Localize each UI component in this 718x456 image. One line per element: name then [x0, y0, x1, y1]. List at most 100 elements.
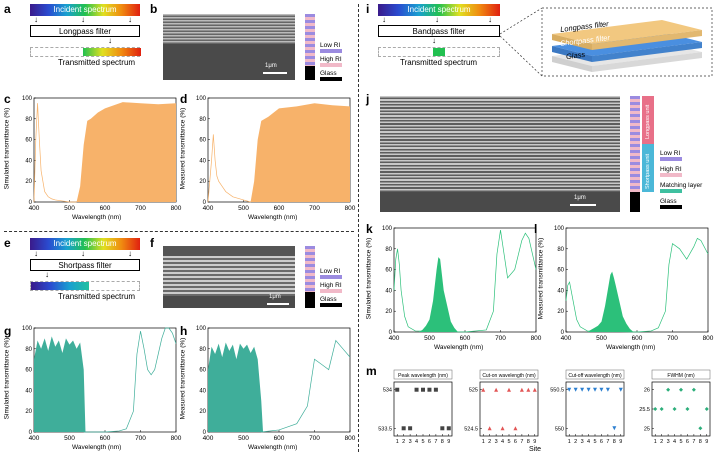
data-point	[679, 387, 683, 392]
layer-stack-bar-j	[630, 96, 640, 212]
x-tick-label: 7	[520, 439, 523, 445]
y-tick-label: 40	[25, 388, 32, 394]
x-tick-label: 3	[409, 439, 412, 445]
sem-image-b: 1μm	[163, 14, 295, 80]
y-tick-label: 80	[199, 347, 206, 353]
transmitted-spectrum-bar-e	[30, 281, 140, 291]
x-tick-label: 800	[345, 435, 356, 442]
legend-glass-b: Glass	[320, 70, 342, 81]
x-tick-label: 500	[64, 435, 75, 442]
x-tick-label: 7	[606, 439, 609, 445]
xlabel-g: Wavelength (nm)	[72, 444, 122, 451]
data-point	[573, 387, 578, 392]
x-tick-label: 3	[581, 439, 584, 445]
legend-text: Glass	[320, 70, 337, 77]
chart-title-box	[651, 369, 711, 380]
panel-label-b: b	[150, 2, 158, 16]
data-point	[704, 407, 709, 411]
x-tick-label: 400	[203, 435, 214, 442]
x-tick-label: 800	[171, 435, 182, 442]
x-tick-label: 800	[703, 335, 714, 342]
x-tick-label: 600	[274, 205, 285, 212]
xlabel-m: Site	[529, 446, 542, 453]
y-tick-label: 533.5	[378, 426, 392, 432]
legend-low-ri-j: Low RI	[660, 150, 682, 161]
x-tick-label: 500	[596, 335, 607, 342]
x-tick-label: 4	[587, 439, 590, 445]
arrow-down-icon: ↓	[432, 36, 436, 45]
y-tick-label: 0	[203, 200, 207, 206]
panel-label-d: d	[180, 92, 188, 106]
y-tick-label: 80	[25, 117, 32, 123]
x-tick-label: 2	[402, 439, 405, 445]
data-point	[567, 387, 572, 392]
x-tick-label: 5	[507, 439, 510, 445]
x-tick-label: 800	[531, 335, 542, 342]
x-tick-label: 1	[568, 439, 571, 445]
y-tick-label: 20	[25, 409, 32, 415]
data-point	[593, 387, 597, 392]
layer-stack-bar-f	[305, 246, 315, 308]
x-tick-label: 1	[654, 439, 657, 445]
chart-title-box	[565, 369, 625, 380]
legend-low-ri-b: Low RI	[320, 42, 342, 53]
data-point	[586, 387, 591, 392]
chart-title-box	[479, 369, 539, 380]
transmittance-line	[207, 134, 251, 203]
y-tick-label: 20	[557, 309, 564, 315]
scale-bar-label-j: 1μm	[574, 195, 586, 201]
incident-spectrum-bar-i: Incident spectrum	[378, 4, 500, 16]
legend-low-ri-f: Low RI	[320, 268, 342, 279]
sem-image-f: 1μm	[163, 246, 295, 308]
x-tick-label: 4	[415, 439, 418, 445]
xlabel-h: Wavelength (nm)	[248, 444, 298, 451]
legend-matching-layer-j: Matching layer	[660, 182, 702, 193]
data-point	[599, 387, 604, 392]
ylabel-h: Measured transmittance (%)	[179, 337, 187, 420]
y-tick-label: 0	[561, 330, 565, 336]
x-tick-label: 2	[488, 439, 491, 445]
x-tick-label: 400	[29, 435, 40, 442]
data-point	[580, 387, 585, 392]
data-point	[526, 387, 531, 392]
data-point	[440, 426, 445, 431]
arrow-down-icon: ↓	[81, 249, 85, 258]
x-tick-label: 3	[667, 439, 670, 445]
x-tick-label: 2	[660, 439, 663, 445]
y-tick-label: 26	[644, 388, 650, 394]
transmitted-spectrum-bar-i	[378, 47, 500, 57]
x-tick-label: 500	[64, 205, 75, 212]
y-tick-label: 524.5	[464, 426, 478, 432]
y-tick-label: 100	[382, 226, 393, 232]
data-point	[653, 407, 658, 411]
legend-glass-f: Glass	[320, 296, 342, 307]
x-tick-label: 600	[100, 205, 111, 212]
transmitted-spectrum-label-a: Transmitted spectrum	[58, 58, 136, 67]
y-tick-label: 40	[557, 288, 564, 294]
y-tick-label: 0	[203, 430, 207, 436]
x-tick-label: 1	[482, 439, 485, 445]
x-tick-label: 400	[29, 205, 40, 212]
vertical-separator	[358, 4, 359, 452]
x-tick-label: 600	[274, 435, 285, 442]
x-tick-label: 700	[135, 435, 146, 442]
y-tick-label: 40	[385, 288, 392, 294]
legend-text: Glass	[320, 296, 337, 303]
x-tick-label: 6	[428, 439, 431, 445]
chart-title: Cut-off wavelength (nm)	[568, 373, 622, 379]
panel-label-l: l	[534, 222, 538, 236]
transmittance-area	[34, 102, 176, 202]
data-point	[659, 407, 664, 411]
x-tick-label: 5	[679, 439, 682, 445]
y-tick-label: 525	[469, 388, 478, 394]
x-tick-label: 700	[495, 335, 506, 342]
horizontal-separator	[4, 231, 354, 232]
panel-label-e: e	[4, 236, 11, 250]
scale-bar-label-f: 1μm	[269, 294, 281, 300]
data-point	[433, 387, 438, 392]
y-tick-label: 20	[385, 309, 392, 315]
y-tick-label: 100	[554, 226, 565, 232]
panel-label-h: h	[180, 324, 188, 338]
data-point	[446, 426, 451, 431]
data-point	[612, 426, 617, 431]
